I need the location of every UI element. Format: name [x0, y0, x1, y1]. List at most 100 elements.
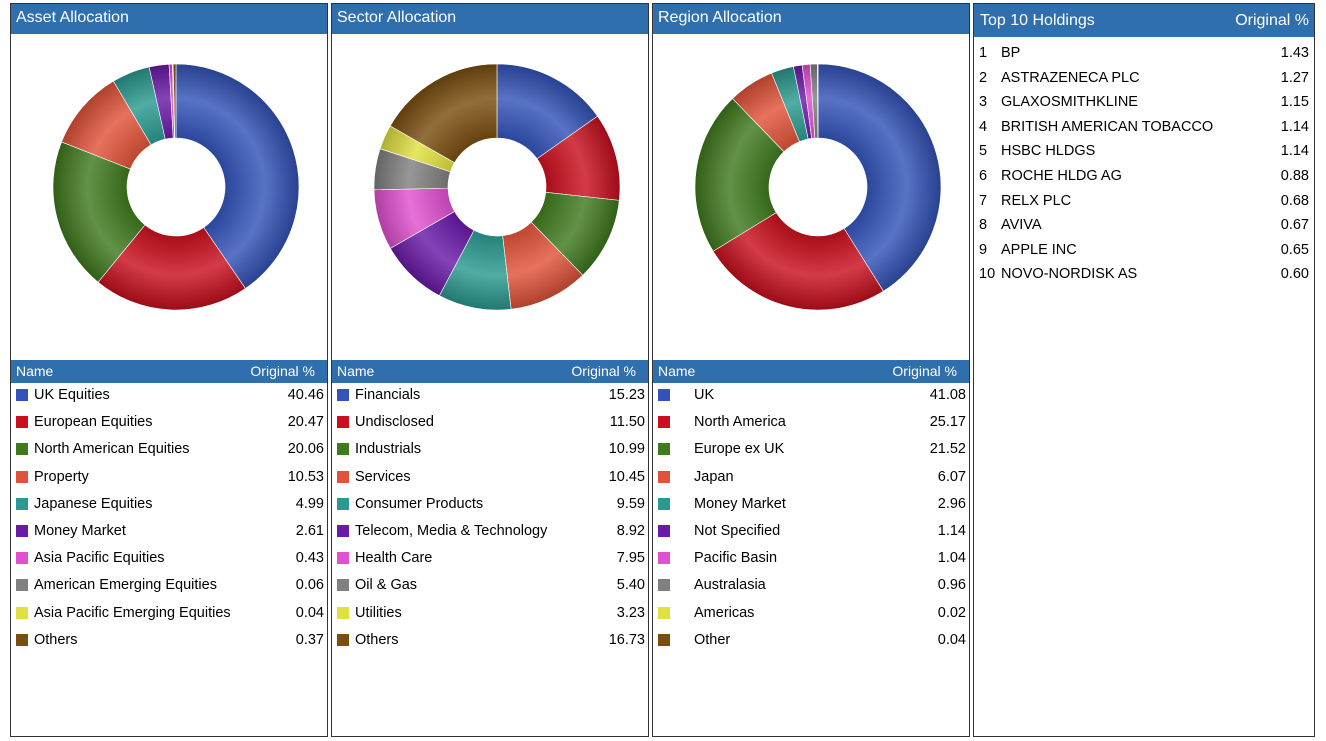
holding-name: ROCHE HLDG AG	[1001, 167, 1122, 184]
legend-value: 8.92	[616, 522, 645, 539]
panel-title: Sector Allocation	[332, 4, 648, 34]
holding-name: NOVO-NORDISK AS	[1001, 266, 1138, 283]
table-row: 3 GLAXOSMITHKLINE 1.15	[974, 90, 1314, 115]
legend-swatch	[658, 579, 670, 592]
legend-row: Property 10.53	[11, 466, 327, 493]
legend-swatch	[337, 524, 349, 537]
legend-label: European Equities	[34, 414, 153, 431]
legend-value: 0.04	[295, 604, 324, 621]
legend-row: Financials 15.23	[332, 384, 648, 411]
legend-value: 9.59	[616, 495, 645, 512]
legend-row: Services 10.45	[332, 466, 648, 493]
legend-row: Telecom, Media & Technology 8.92	[332, 520, 648, 547]
legend-row: North America 25.17	[653, 411, 969, 438]
donut-slice	[52, 141, 146, 283]
legend-swatch	[16, 579, 28, 592]
holding-name: BP	[1001, 45, 1021, 61]
legend-value: 5.40	[616, 577, 645, 594]
legend-label: Asia Pacific Emerging Equities	[34, 604, 231, 621]
holding-rank: 4	[979, 118, 988, 135]
legend-value: 20.47	[287, 414, 324, 431]
holding-value: 0.65	[1280, 241, 1309, 258]
legend-row: Utilities 3.23	[332, 602, 648, 629]
legend-swatch	[658, 633, 670, 646]
legend-label: Europe ex UK	[694, 441, 785, 458]
panel-title: Asset Allocation	[11, 4, 327, 34]
legend-header: Name Original %	[653, 360, 969, 383]
legend-value: 0.37	[295, 631, 324, 648]
top-holdings-panel: Top 10 Holdings Original % 1 BP 1.43 2 ASTRA…	[973, 3, 1315, 737]
holding-value: 0.67	[1280, 217, 1309, 234]
table-row: 7 RELX PLC 0.68	[974, 189, 1314, 214]
holding-value: 1.14	[1280, 118, 1309, 135]
legend-value: 15.23	[608, 387, 645, 403]
asset-allocation-panel: Asset Allocation Name Original % UK Equi…	[10, 3, 328, 737]
legend-label: Australasia	[694, 577, 766, 594]
legend-swatch	[337, 552, 349, 565]
legend-swatch	[658, 552, 670, 565]
holding-value: 1.43	[1280, 45, 1309, 61]
legend-swatch	[16, 470, 28, 483]
legend-label: Industrials	[355, 441, 422, 458]
legend-label: Asia Pacific Equities	[34, 550, 165, 567]
legend-value: 3.23	[616, 604, 645, 621]
asset-legend: UK Equities 40.46 European Equities 20.47 No…	[11, 384, 327, 656]
legend-label: North America	[694, 414, 786, 431]
holding-name: GLAXOSMITHKLINE	[1001, 94, 1138, 111]
legend-label: Consumer Products	[355, 495, 484, 512]
holding-rank: 3	[979, 94, 988, 111]
holding-rank: 6	[979, 167, 988, 184]
legend-row: Europe ex UK 21.52	[653, 438, 969, 465]
legend-row: American Emerging Equities 0.06	[11, 574, 327, 601]
legend-label: American Emerging Equities	[34, 577, 217, 594]
legend-swatch	[337, 443, 349, 456]
legend-value: 0.96	[937, 577, 966, 594]
legend-swatch	[658, 524, 670, 537]
legend-label: Others	[34, 631, 78, 648]
legend-swatch	[16, 443, 28, 456]
legend-label: Pacific Basin	[694, 550, 778, 567]
legend-swatch	[337, 470, 349, 483]
legend-swatch	[658, 416, 670, 429]
legend-label: Money Market	[34, 522, 126, 539]
legend-value: 10.45	[608, 468, 645, 485]
value-column-header: Original %	[1235, 12, 1309, 29]
legend-row: Others 16.73	[332, 629, 648, 656]
legend-swatch	[16, 606, 28, 619]
legend-label: Americas	[694, 604, 755, 621]
legend-row: Asia Pacific Emerging Equities 0.04	[11, 602, 327, 629]
legend-row: Pacific Basin 1.04	[653, 547, 969, 574]
table-row: 8 AVIVA 0.67	[974, 213, 1314, 238]
legend-swatch	[16, 633, 28, 646]
holding-value: 0.68	[1280, 192, 1309, 209]
donut-slice	[389, 63, 498, 164]
legend-row: North American Equities 20.06	[11, 438, 327, 465]
value-column-header: Original %	[250, 363, 315, 379]
legend-swatch	[16, 524, 28, 537]
legend-swatch	[16, 416, 28, 429]
legend-value: 0.43	[295, 550, 324, 567]
legend-swatch	[16, 497, 28, 510]
holding-value: 0.60	[1280, 266, 1309, 283]
name-column-header: Name	[658, 363, 696, 379]
top-holdings-title: Top 10 Holdings	[980, 12, 1095, 29]
holding-rank: 1	[979, 45, 988, 61]
holding-rank: 2	[979, 69, 988, 86]
legend-swatch	[16, 389, 28, 401]
table-row: 5 HSBC HLDGS 1.14	[974, 139, 1314, 164]
sector-donut-chart	[373, 63, 621, 311]
legend-row: Consumer Products 9.59	[332, 493, 648, 520]
legend-label: Financials	[355, 387, 421, 403]
legend-label: Telecom, Media & Technology	[355, 522, 548, 539]
donut-slice	[175, 63, 300, 289]
sector-allocation-panel: Sector Allocation Name Original % Financ…	[331, 3, 649, 737]
donut-slice	[694, 98, 785, 252]
legend-value: 4.99	[295, 495, 324, 512]
legend-row: Health Care 7.95	[332, 547, 648, 574]
holding-value: 1.27	[1280, 69, 1309, 86]
legend-label: Not Specified	[694, 522, 781, 539]
region-allocation-panel: Region Allocation Name Original % UK 41.0…	[652, 3, 970, 737]
legend-value: 2.96	[937, 495, 966, 512]
asset-donut-chart	[52, 63, 300, 311]
region-donut-chart	[694, 63, 942, 311]
